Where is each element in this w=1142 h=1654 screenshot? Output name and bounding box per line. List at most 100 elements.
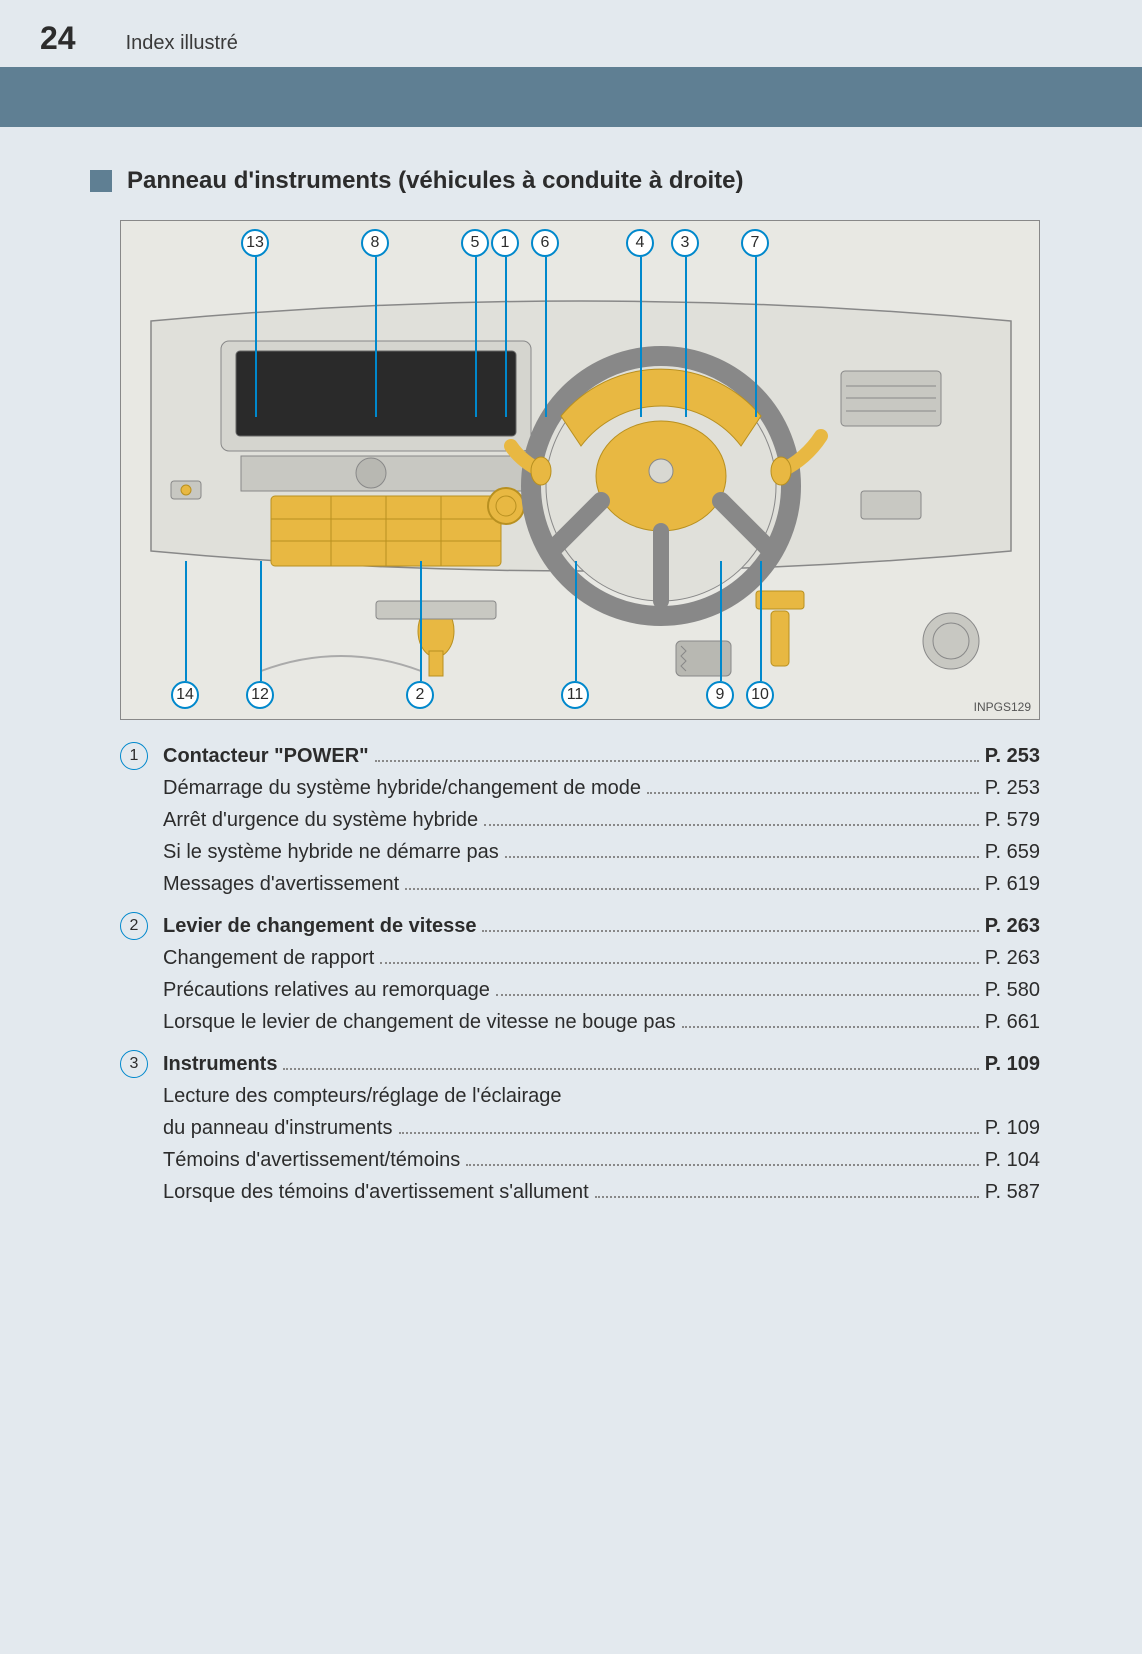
callout-5: 5 bbox=[461, 229, 489, 257]
leader-dots bbox=[682, 1026, 979, 1028]
diagram-code: INPGS129 bbox=[974, 700, 1031, 714]
item-page: P. 659 bbox=[985, 836, 1040, 868]
callout-line bbox=[685, 257, 687, 417]
callout-9: 9 bbox=[706, 681, 734, 709]
item-label: Levier de changement de vitesse bbox=[163, 910, 476, 942]
callout-8: 8 bbox=[361, 229, 389, 257]
item-label: Contacteur "POWER" bbox=[163, 740, 369, 772]
header-title: Index illustré bbox=[126, 32, 238, 55]
item-label: Si le système hybride ne démarre pas bbox=[163, 836, 499, 868]
leader-dots bbox=[484, 824, 979, 826]
item-sub-row: Messages d'avertissement P. 619 bbox=[163, 868, 1040, 900]
item-body: Contacteur "POWER" P. 253 Démarrage du sys… bbox=[163, 740, 1040, 900]
callout-line bbox=[185, 561, 187, 681]
item-page: P. 619 bbox=[985, 868, 1040, 900]
page-header: 24 Index illustré bbox=[0, 0, 1142, 67]
item-label: Lorsque des témoins d'avertissement s'al… bbox=[163, 1176, 589, 1208]
callout-line bbox=[255, 257, 257, 417]
leader-dots bbox=[399, 1132, 979, 1134]
item-label: Témoins d'avertissement/témoins bbox=[163, 1144, 460, 1176]
item-page: P. 109 bbox=[985, 1048, 1040, 1080]
section-title: Panneau d'instruments (véhicules à condu… bbox=[127, 167, 744, 195]
item-page: P. 109 bbox=[985, 1112, 1040, 1144]
leader-dots bbox=[283, 1068, 978, 1070]
leader-dots bbox=[466, 1164, 978, 1166]
item-page: P. 104 bbox=[985, 1144, 1040, 1176]
item-sub-row: Témoins d'avertissement/témoins P. 104 bbox=[163, 1144, 1040, 1176]
leader-dots bbox=[505, 856, 979, 858]
index-item: 1 Contacteur "POWER" P. 253 Démarrage du sy… bbox=[120, 740, 1040, 900]
callout-2: 2 bbox=[406, 681, 434, 709]
callout-7: 7 bbox=[741, 229, 769, 257]
callout-line bbox=[420, 561, 422, 681]
index-item: 2Levier de changement de vitesseP. 263Ch… bbox=[120, 910, 1040, 1038]
item-sub-row: Si le système hybride ne démarre pas P. 6… bbox=[163, 836, 1040, 868]
item-label: Arrêt d'urgence du système hybride bbox=[163, 804, 478, 836]
manual-page: 24 Index illustré Panneau d'instruments … bbox=[0, 0, 1142, 1654]
item-main-row: Contacteur "POWER" P. 253 bbox=[163, 740, 1040, 772]
callout-line bbox=[760, 561, 762, 681]
item-page: P. 263 bbox=[985, 910, 1040, 942]
item-body: Levier de changement de vitesseP. 263Cha… bbox=[163, 910, 1040, 1038]
callout-line bbox=[720, 561, 722, 681]
dashboard-diagram: 1385164371412211910 bbox=[120, 220, 1040, 720]
item-number: 2 bbox=[120, 912, 148, 940]
item-page: P. 579 bbox=[985, 804, 1040, 836]
callout-line bbox=[755, 257, 757, 417]
item-page: P. 587 bbox=[985, 1176, 1040, 1208]
callout-line bbox=[640, 257, 642, 417]
item-page: P. 253 bbox=[985, 772, 1040, 804]
index-item: 3 Instruments P. 109Lecture des compteurs/… bbox=[120, 1048, 1040, 1208]
item-label: du panneau d'instruments bbox=[163, 1112, 393, 1144]
leader-dots bbox=[380, 962, 979, 964]
callout-11: 11 bbox=[561, 681, 589, 709]
callout-line bbox=[475, 257, 477, 417]
callout-line bbox=[505, 257, 507, 417]
item-page: P. 661 bbox=[985, 1006, 1040, 1038]
callout-line bbox=[575, 561, 577, 681]
item-main-row: Instruments P. 109 bbox=[163, 1048, 1040, 1080]
leader-dots bbox=[647, 792, 979, 794]
item-number: 1 bbox=[120, 742, 148, 770]
section-heading: Panneau d'instruments (véhicules à condu… bbox=[90, 167, 1062, 195]
item-sub-row: Arrêt d'urgence du système hybride P. 579 bbox=[163, 804, 1040, 836]
item-label: Précautions relatives au remorquage bbox=[163, 974, 490, 1006]
callout-12: 12 bbox=[246, 681, 274, 709]
leader-dots bbox=[496, 994, 979, 996]
item-sub-row: Démarrage du système hybride/changement … bbox=[163, 772, 1040, 804]
item-sub-row: Lorsque le levier de changement de vites… bbox=[163, 1006, 1040, 1038]
item-label: Démarrage du système hybride/changement … bbox=[163, 772, 641, 804]
item-sub-row: Lorsque des témoins d'avertissement s'al… bbox=[163, 1176, 1040, 1208]
leader-dots bbox=[482, 930, 978, 932]
callout-1: 1 bbox=[491, 229, 519, 257]
item-label: Lorsque le levier de changement de vites… bbox=[163, 1006, 676, 1038]
callout-line bbox=[545, 257, 547, 417]
header-banner bbox=[0, 67, 1142, 127]
item-sub-row: Changement de rapport P. 263 bbox=[163, 942, 1040, 974]
index-list: 1 Contacteur "POWER" P. 253 Démarrage du sy… bbox=[120, 740, 1040, 1208]
leader-dots bbox=[595, 1196, 979, 1198]
callout-line bbox=[260, 561, 262, 681]
item-main-row: Levier de changement de vitesse P. 263 bbox=[163, 910, 1040, 942]
item-label: Messages d'avertissement bbox=[163, 868, 399, 900]
item-label: Changement de rapport bbox=[163, 942, 374, 974]
item-number: 3 bbox=[120, 1050, 148, 1078]
callout-line bbox=[375, 257, 377, 417]
section-marker bbox=[90, 170, 112, 192]
callout-6: 6 bbox=[531, 229, 559, 257]
item-body: Instruments P. 109Lecture des compteurs/r… bbox=[163, 1048, 1040, 1208]
callout-13: 13 bbox=[241, 229, 269, 257]
item-page: P. 253 bbox=[985, 740, 1040, 772]
leader-dots bbox=[405, 888, 979, 890]
item-sub-row: du panneau d'instruments P. 109 bbox=[163, 1112, 1040, 1144]
callout-10: 10 bbox=[746, 681, 774, 709]
item-sub-row: Précautions relatives au remorquageP. 58… bbox=[163, 974, 1040, 1006]
item-page: P. 263 bbox=[985, 942, 1040, 974]
dashboard-illustration bbox=[141, 271, 1021, 681]
callout-3: 3 bbox=[671, 229, 699, 257]
item-sub-row: Lecture des compteurs/réglage de l'éclai… bbox=[163, 1080, 1040, 1112]
leader-dots bbox=[375, 760, 979, 762]
page-content: Panneau d'instruments (véhicules à condu… bbox=[0, 127, 1142, 1258]
item-label: Instruments bbox=[163, 1048, 277, 1080]
page-number: 24 bbox=[40, 20, 76, 57]
